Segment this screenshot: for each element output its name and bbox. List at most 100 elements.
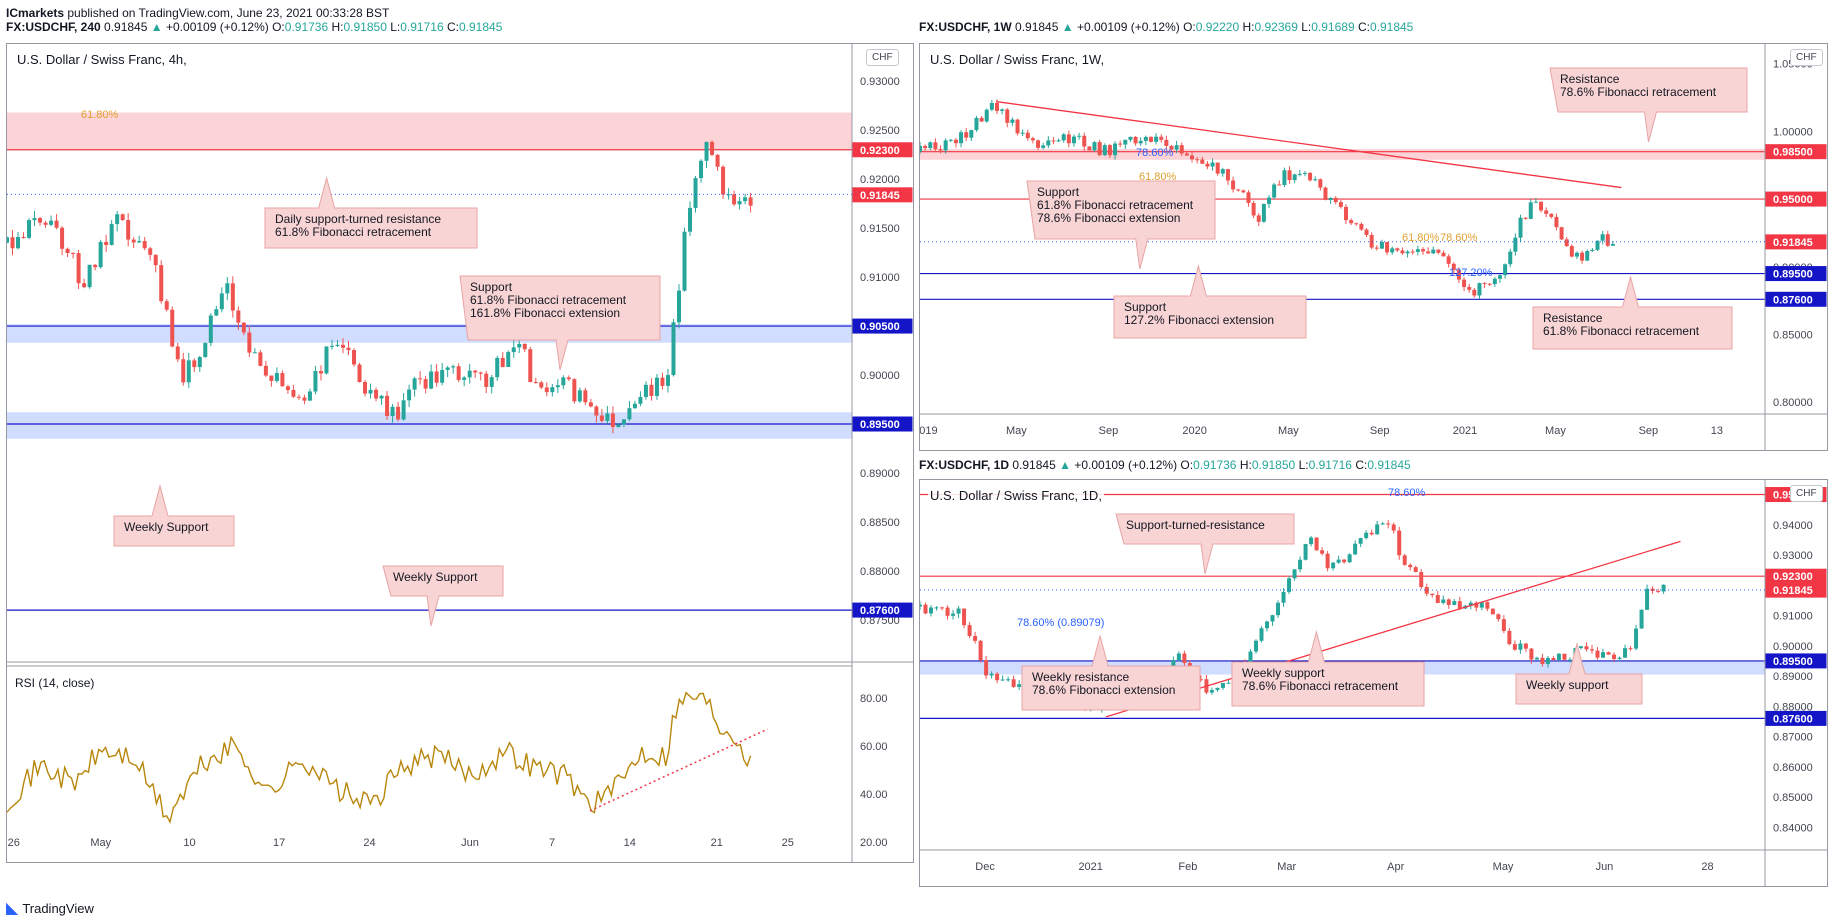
candle-body: [638, 396, 643, 404]
candle-body: [974, 117, 979, 131]
price-badge-label: 0.91845: [860, 190, 900, 202]
callout-box: [1231, 630, 1425, 707]
candle-body: [1077, 135, 1082, 137]
candle-body: [214, 309, 219, 316]
candle-body: [1231, 180, 1236, 190]
candle-body: [363, 382, 368, 394]
tradingview-logo-icon: ◣: [6, 900, 19, 917]
candle-body: [1333, 197, 1338, 203]
candle-body: [7, 237, 9, 243]
candle-body: [318, 371, 323, 374]
candle-body: [732, 194, 737, 205]
candle-body: [43, 222, 48, 225]
candle-body: [126, 219, 131, 240]
chart-canvas-w1[interactable]: 1.050001.000000.900000.850000.80000019Ma…: [920, 44, 1827, 450]
chart-canvas-d1[interactable]: 0.94000 0.93000 0.91000 0.90000 0.89000 0.880…: [920, 480, 1827, 886]
open-w1: 0.92220: [1195, 20, 1240, 34]
candle-body: [1113, 143, 1118, 156]
price-badge-resistance: [1765, 191, 1827, 207]
candle-body: [346, 347, 351, 351]
brand[interactable]: ◣ TradingView: [6, 898, 94, 918]
candle-body: [1474, 602, 1479, 608]
symbol-d1[interactable]: FX:USDCHF, 1D: [919, 458, 1010, 472]
price-badge-label: 0.87600: [1773, 713, 1813, 725]
candle-body: [1041, 145, 1046, 148]
chart-canvas-h4[interactable]: 0.93000 0.92500 0.92000 0.91500 0.91000 0.905…: [7, 44, 913, 862]
candle-body: [945, 607, 950, 616]
callout-text: 61.8% Fibonacci retracement: [1543, 324, 1700, 338]
candle-body: [1551, 657, 1556, 660]
chart-panel-h4[interactable]: 0.93000 0.92500 0.92000 0.91500 0.91000 0.905…: [6, 43, 914, 863]
callout-text: Weekly resistance: [1032, 670, 1129, 684]
callout-box: [1532, 275, 1733, 350]
candle-body: [1314, 537, 1319, 551]
chart-title-d1: U.S. Dollar / Swiss Franc, 1D,: [928, 487, 1104, 504]
trendline: [995, 100, 1622, 189]
symbol-w1[interactable]: FX:USDCHF, 1W: [919, 20, 1012, 34]
fib-level-label: 78.60% (0.89079): [1017, 617, 1104, 629]
high-h4: 0.91850: [343, 20, 387, 34]
candle-body: [27, 220, 32, 238]
candle-body: [390, 406, 395, 416]
currency-badge-w1[interactable]: CHF: [1790, 49, 1823, 66]
candle-body: [928, 142, 933, 149]
callout-box: [1549, 67, 1748, 143]
symbol-h4[interactable]: FX:USDCHF, 240: [6, 20, 101, 34]
close-h4: 0.91845: [458, 20, 503, 34]
callout-text: Resistance: [1543, 311, 1603, 325]
time-tick-label: Sep: [1099, 425, 1119, 437]
price-badge-label: 0.98500: [1773, 147, 1813, 159]
candle-body: [1046, 140, 1051, 146]
candle-body: [500, 357, 505, 367]
candle-body: [1507, 630, 1512, 645]
candle-body: [1354, 223, 1359, 225]
candle-body: [1482, 283, 1487, 285]
currency-badge-h4[interactable]: CHF: [866, 49, 899, 66]
candle-body: [1338, 202, 1343, 207]
candle-body: [54, 220, 59, 228]
change-up-icon: ▲: [1059, 458, 1071, 472]
callout-text: 78.6% Fibonacci extension: [1032, 683, 1175, 697]
candle-body: [1528, 202, 1533, 219]
callout-box: [1113, 264, 1307, 339]
price-tick-label: 0.85000: [1773, 792, 1813, 804]
candle-body: [1601, 652, 1606, 658]
candle-body: [423, 379, 428, 389]
candle-body: [1184, 153, 1189, 156]
candle-body: [1529, 648, 1534, 660]
open-label: O:: [1183, 20, 1196, 34]
candle-body: [506, 352, 511, 367]
candle-body: [1270, 615, 1275, 622]
candle-body: [1656, 590, 1661, 592]
time-tick-label: 2021: [1453, 425, 1477, 437]
currency-badge-d1[interactable]: CHF: [1790, 485, 1823, 502]
time-tick-label: 019: [920, 425, 938, 437]
callout-text: 61.8% Fibonacci retracement: [275, 225, 432, 239]
candle-body: [1426, 251, 1431, 254]
candle-body: [385, 395, 390, 416]
publisher-name[interactable]: ICmarkets: [6, 6, 65, 20]
candle-body: [87, 264, 92, 288]
candle-body: [643, 384, 648, 397]
candle-body: [940, 607, 945, 609]
candle-body: [1347, 554, 1352, 563]
candle-body: [159, 265, 164, 302]
candle-body: [489, 377, 494, 387]
chart-panel-w1[interactable]: 1.050001.000000.900000.850000.80000019Ma…: [919, 43, 1828, 451]
candle-body: [1391, 524, 1396, 531]
candle-body: [1344, 206, 1349, 221]
candle-body: [1309, 537, 1314, 545]
candle-body: [1503, 264, 1508, 276]
candle-body: [1190, 155, 1195, 160]
candle-body: [1215, 162, 1220, 174]
time-tick-label: 21: [711, 837, 723, 849]
candle-body: [1241, 190, 1246, 193]
chart-panel-d1[interactable]: 0.94000 0.93000 0.91000 0.90000 0.89000 0.880…: [919, 479, 1828, 887]
low-h4: 0.91716: [400, 20, 444, 34]
candle-body: [1639, 609, 1644, 629]
candle-body: [1395, 248, 1400, 251]
candle-body: [1605, 234, 1610, 246]
callout-text: Resistance: [1560, 72, 1620, 86]
candle-body: [649, 384, 654, 396]
price-tick-label: 0.90000: [860, 370, 900, 382]
